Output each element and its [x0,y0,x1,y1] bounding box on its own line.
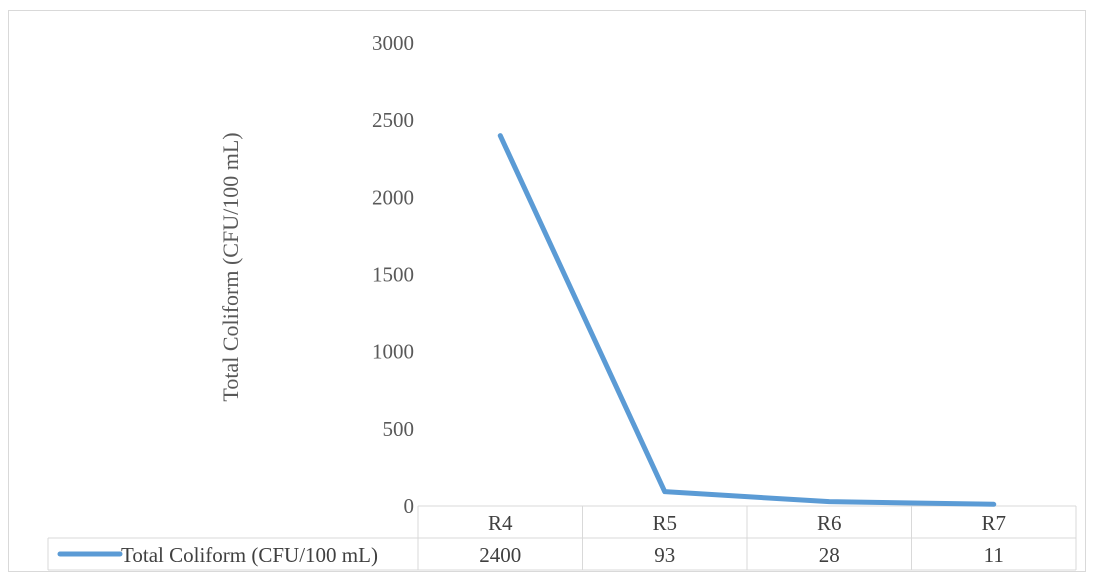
y-tick-label: 2000 [372,185,414,209]
x-category-label: R7 [981,511,1006,535]
table-value: 28 [819,543,840,567]
y-axis-title: Total Coliform (CFU/100 mL) [218,132,243,401]
x-category-label: R5 [652,511,677,535]
series-layer [497,133,997,507]
x-category-label: R4 [488,511,513,535]
y-axis-ticks: 0 500 1000 1500 2000 2500 3000 [372,31,414,518]
chart-frame [8,10,1086,572]
series-line [497,133,997,507]
y-tick-label: 0 [404,494,415,518]
series-name: Total Coliform (CFU/100 mL) [121,543,378,567]
x-category-label: R6 [817,511,842,535]
y-tick-label: 500 [383,417,415,441]
data-table: R4 R5 R6 R7 Total Coliform (CFU/100 mL) 2400 9… [47,505,1077,571]
y-tick-label: 3000 [372,31,414,55]
y-tick-label: 1000 [372,340,414,364]
y-tick-label: 1500 [372,263,414,287]
y-tick-label: 2500 [372,108,414,132]
table-value: 2400 [479,543,521,567]
table-value: 93 [654,543,675,567]
table-value: 11 [984,543,1004,567]
